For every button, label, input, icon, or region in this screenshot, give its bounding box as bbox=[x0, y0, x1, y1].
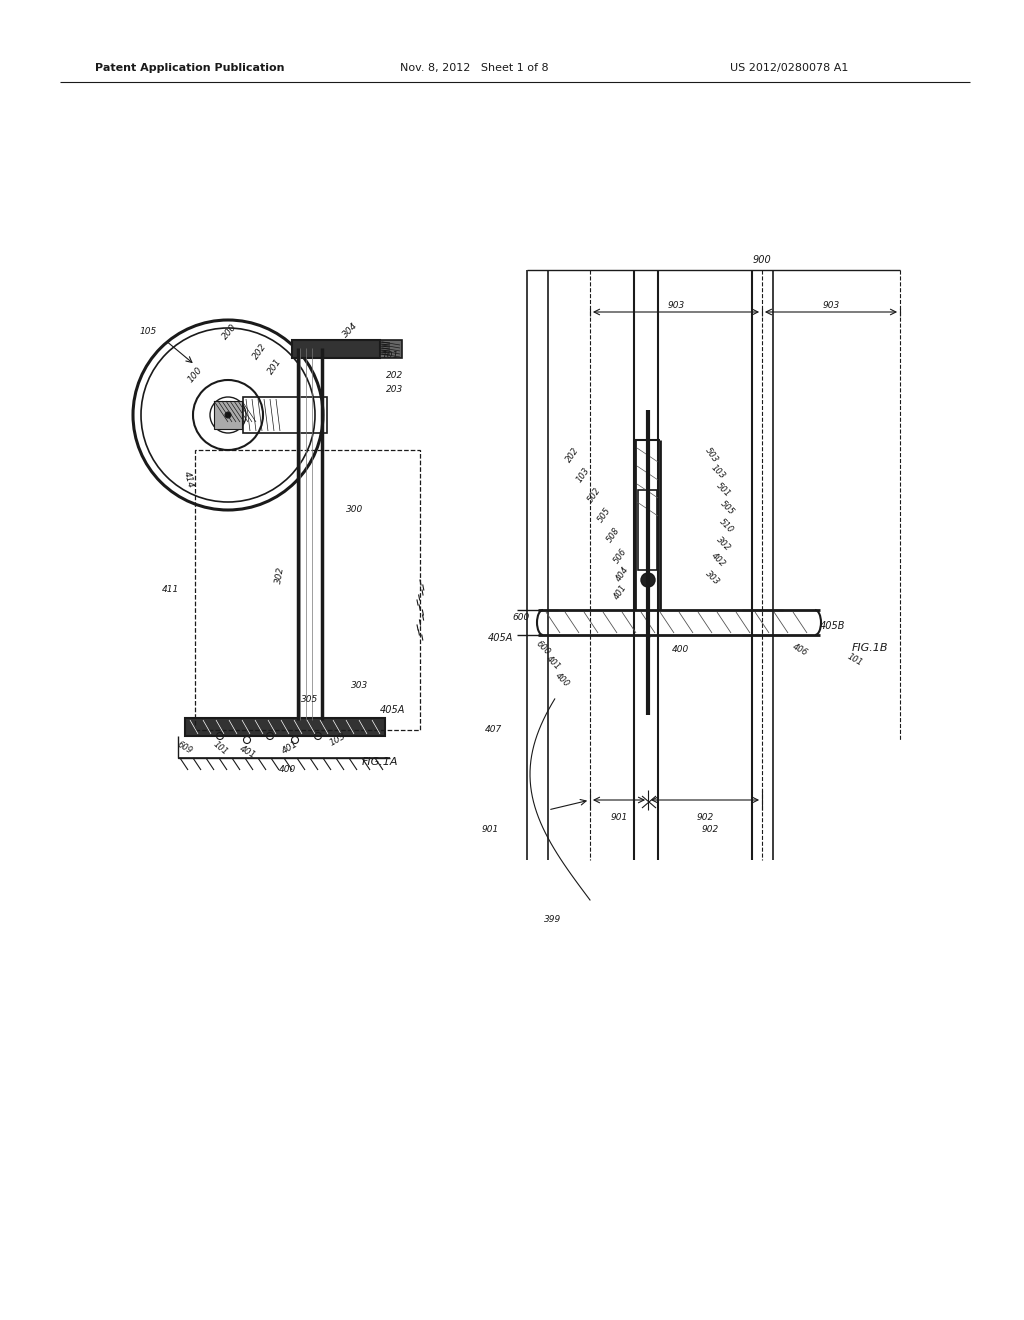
Text: 405B: 405B bbox=[820, 620, 846, 631]
Text: 510: 510 bbox=[717, 517, 735, 535]
Text: 901: 901 bbox=[610, 813, 628, 822]
Text: 405A: 405A bbox=[380, 705, 406, 715]
Text: 508: 508 bbox=[605, 525, 622, 544]
Text: 101: 101 bbox=[211, 739, 229, 756]
Text: 402: 402 bbox=[709, 552, 727, 569]
Circle shape bbox=[641, 573, 655, 587]
Text: 903: 903 bbox=[822, 301, 840, 309]
Text: 202: 202 bbox=[386, 371, 403, 380]
Text: 303: 303 bbox=[703, 569, 721, 587]
Text: 406: 406 bbox=[791, 642, 809, 657]
Bar bbox=[243, 397, 327, 433]
Text: 401: 401 bbox=[281, 739, 300, 756]
Text: 900: 900 bbox=[753, 255, 771, 265]
Text: 400: 400 bbox=[279, 766, 296, 775]
Text: 103: 103 bbox=[709, 463, 727, 480]
Text: 201: 201 bbox=[266, 358, 284, 376]
Text: 901: 901 bbox=[481, 825, 499, 834]
Text: 502: 502 bbox=[586, 486, 602, 504]
Text: 401: 401 bbox=[544, 655, 562, 672]
Text: 399: 399 bbox=[545, 916, 561, 924]
Text: 501: 501 bbox=[714, 480, 732, 499]
Text: 600: 600 bbox=[512, 612, 529, 622]
Text: 101: 101 bbox=[846, 652, 864, 668]
Text: 902: 902 bbox=[701, 825, 719, 834]
Bar bbox=[638, 490, 657, 570]
Text: 405A: 405A bbox=[488, 634, 514, 643]
Text: 505: 505 bbox=[718, 499, 736, 517]
Text: 302: 302 bbox=[714, 535, 732, 553]
Text: 105: 105 bbox=[139, 327, 157, 337]
Text: 100: 100 bbox=[186, 366, 204, 384]
Text: 401: 401 bbox=[239, 743, 258, 760]
Text: 304: 304 bbox=[341, 321, 359, 339]
Bar bbox=[292, 341, 380, 358]
Text: 300: 300 bbox=[346, 506, 364, 515]
Text: 503: 503 bbox=[703, 446, 720, 465]
Text: 401: 401 bbox=[611, 583, 629, 601]
Text: 103: 103 bbox=[574, 466, 591, 484]
Text: 407: 407 bbox=[484, 726, 502, 734]
Text: FIG.1B: FIG.1B bbox=[852, 643, 888, 653]
Text: 411: 411 bbox=[162, 586, 178, 594]
Text: US 2012/0280078 A1: US 2012/0280078 A1 bbox=[730, 63, 848, 73]
Text: 609: 609 bbox=[176, 741, 195, 756]
Text: 305: 305 bbox=[301, 696, 318, 705]
Text: 600: 600 bbox=[535, 639, 552, 657]
Text: 302: 302 bbox=[274, 566, 286, 585]
Text: 505: 505 bbox=[596, 506, 612, 524]
Text: 103: 103 bbox=[329, 731, 348, 748]
Text: 202: 202 bbox=[564, 446, 582, 465]
Text: 202: 202 bbox=[251, 342, 268, 362]
Text: 903: 903 bbox=[668, 301, 685, 309]
Text: 902: 902 bbox=[696, 813, 714, 822]
Circle shape bbox=[225, 412, 231, 418]
Bar bbox=[195, 450, 420, 730]
Text: 400: 400 bbox=[672, 645, 688, 655]
Text: 506: 506 bbox=[611, 546, 629, 565]
Text: 404: 404 bbox=[613, 565, 631, 583]
Text: 414: 414 bbox=[181, 470, 195, 490]
Text: 200: 200 bbox=[221, 322, 239, 342]
Text: 400: 400 bbox=[553, 671, 571, 689]
Text: Patent Application Publication: Patent Application Publication bbox=[95, 63, 285, 73]
Text: 203: 203 bbox=[386, 385, 403, 395]
Text: 303: 303 bbox=[351, 681, 369, 689]
Bar bbox=[185, 718, 385, 737]
Text: 2: 2 bbox=[645, 635, 650, 644]
Bar bbox=[214, 401, 242, 429]
Bar bbox=[380, 341, 402, 358]
Text: 101: 101 bbox=[381, 351, 398, 360]
Text: FIG.1A: FIG.1A bbox=[361, 756, 398, 767]
Text: Nov. 8, 2012   Sheet 1 of 8: Nov. 8, 2012 Sheet 1 of 8 bbox=[400, 63, 549, 73]
